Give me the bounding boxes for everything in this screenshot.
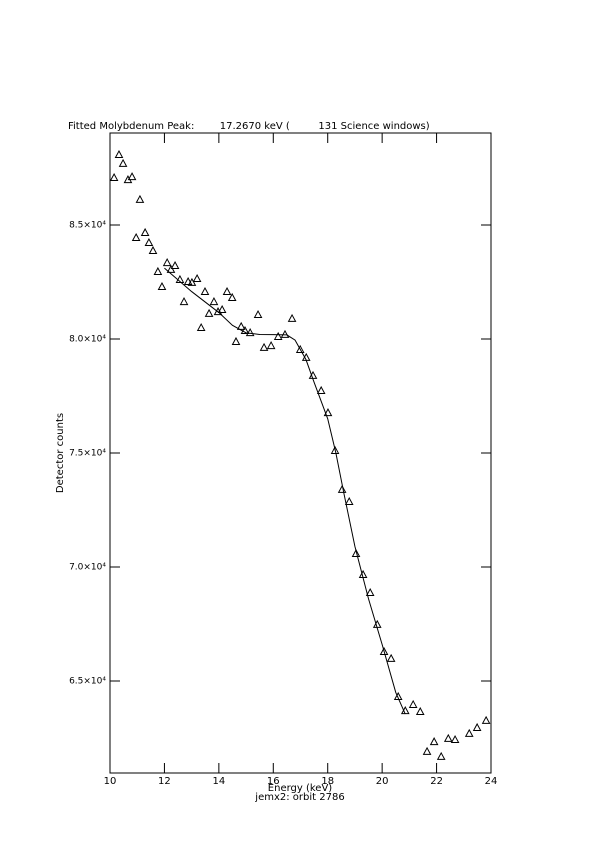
data-point [183, 276, 193, 285]
data-point [114, 149, 124, 159]
x-tick-label: 22 [430, 776, 443, 787]
data-point [179, 297, 189, 306]
data-point [344, 496, 354, 506]
data-point [266, 341, 276, 350]
data-point [379, 646, 389, 656]
data-point [316, 385, 326, 394]
x-tick-label: 16 [267, 776, 280, 787]
data-point [166, 264, 176, 273]
data-point [408, 699, 418, 708]
data-point [217, 304, 227, 314]
data-point [148, 245, 158, 254]
data-point [131, 232, 141, 241]
data-point [351, 548, 361, 558]
data-point [222, 286, 232, 296]
fit-line [164, 267, 406, 715]
data-point [323, 408, 333, 417]
x-tick-label: 14 [212, 776, 225, 787]
x-tick-label: 20 [376, 776, 389, 787]
data-point [365, 587, 375, 596]
data-point [157, 281, 167, 291]
data-point [127, 172, 137, 181]
data-point [200, 286, 210, 296]
data-point [204, 308, 214, 317]
data-point [330, 445, 340, 454]
data-point [170, 260, 180, 270]
y-tick-label: 6.5×10⁴ [69, 677, 106, 687]
data-point [240, 325, 250, 335]
data-point [259, 342, 269, 351]
y-tick-label: 7.0×10⁴ [69, 563, 106, 573]
data-point [135, 194, 145, 203]
data-point [429, 737, 439, 746]
data-point [175, 274, 185, 283]
chart-title: Fitted Molybdenum Peak: 17.2670 keV ( 13… [68, 121, 430, 132]
data-point [481, 715, 491, 724]
data-point [118, 158, 128, 167]
subtitle: jemx2: orbit 2786 [254, 792, 344, 803]
data-point [393, 691, 403, 700]
x-tick-label: 12 [158, 776, 171, 787]
data-point [162, 258, 172, 267]
data-point [209, 297, 219, 306]
data-point [153, 266, 163, 275]
data-point [422, 746, 432, 755]
data-point [227, 292, 237, 301]
x-tick-label: 10 [104, 776, 117, 787]
data-point [144, 237, 154, 247]
plot-frame [109, 132, 492, 774]
y-tick-label: 8.0×10⁴ [69, 334, 106, 344]
x-tick-label: 24 [485, 776, 498, 787]
data-point [280, 329, 290, 338]
data-point [236, 321, 246, 330]
data-point [187, 277, 197, 286]
data-point [450, 734, 460, 744]
data-point [295, 344, 305, 353]
data-point [464, 728, 474, 737]
data-point [472, 722, 482, 731]
y-axis-label: Detector counts [55, 413, 66, 493]
data-point [273, 331, 283, 340]
y-tick-label: 8.5×10⁴ [69, 220, 106, 230]
data-point [231, 336, 241, 345]
data-point [253, 310, 263, 319]
data-point [337, 484, 347, 493]
data-point [196, 323, 206, 332]
data-point [386, 653, 396, 662]
data-point [245, 328, 255, 337]
x-axis-label: Energy (keV) [268, 783, 333, 794]
y-tick-label: 7.5×10⁴ [69, 449, 106, 459]
data-point [109, 172, 119, 182]
data-point [443, 733, 453, 742]
data-point [192, 273, 202, 283]
data-point [287, 313, 297, 322]
x-tick-label: 18 [321, 776, 334, 787]
data-point [436, 751, 446, 760]
data-point [415, 706, 425, 716]
data-point [140, 227, 150, 236]
